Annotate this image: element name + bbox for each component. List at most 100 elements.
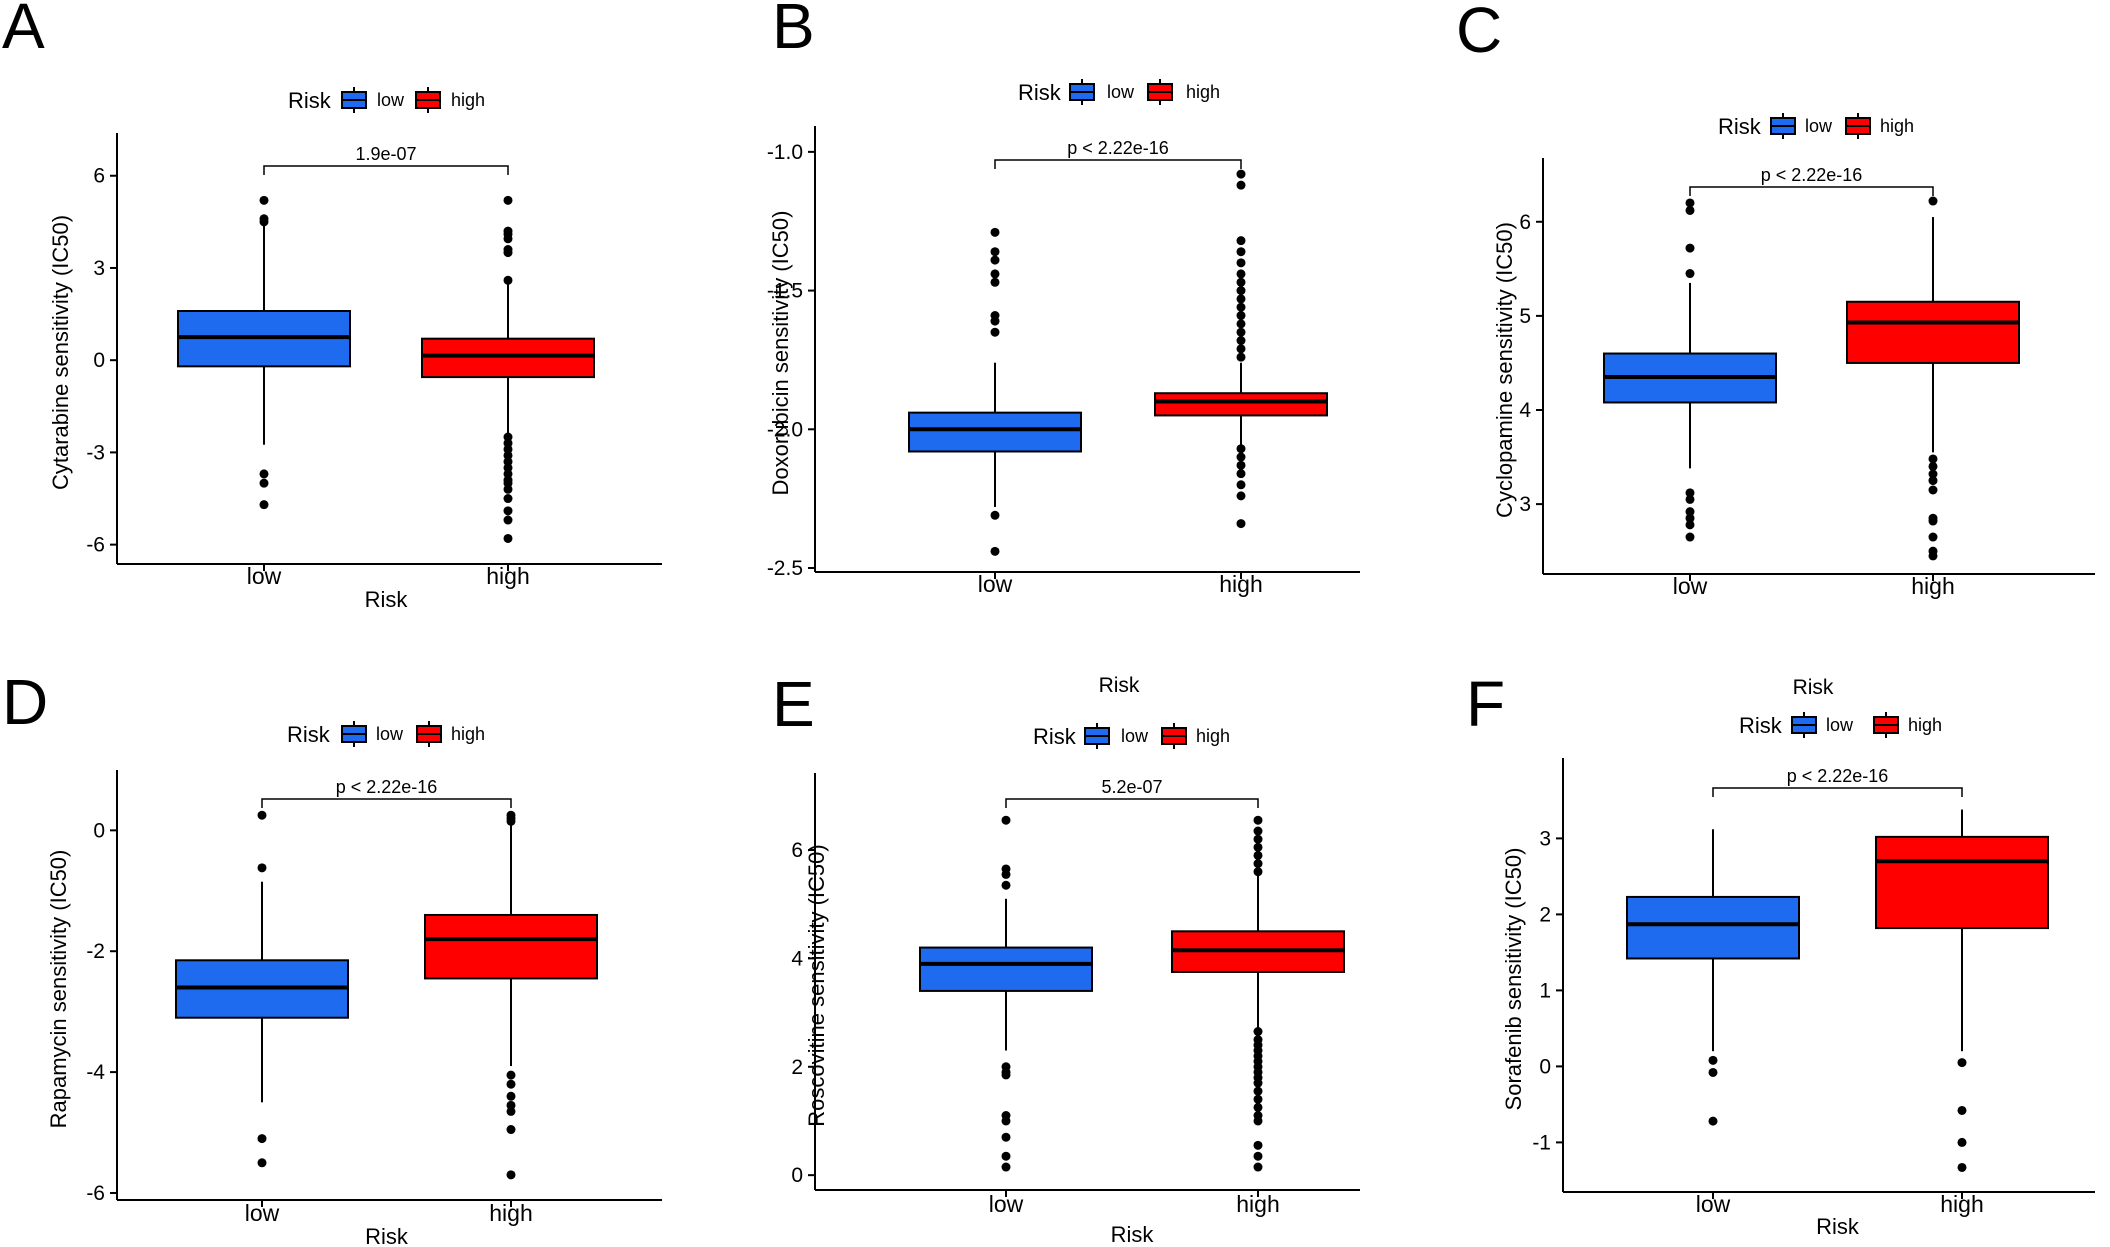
outlier-point bbox=[1928, 461, 1938, 471]
outlier-point bbox=[990, 316, 1000, 326]
outlier-point bbox=[1236, 444, 1246, 454]
legend-title: Risk bbox=[1033, 724, 1077, 749]
outlier-point bbox=[1253, 1151, 1263, 1161]
outlier-point bbox=[1685, 494, 1695, 504]
outlier-point bbox=[257, 1134, 267, 1144]
panel-e: E Risk Risk low high 6 4 2 0 Roscovitine sensitiv… bbox=[772, 668, 1360, 1247]
outlier-point bbox=[1253, 1102, 1263, 1112]
outlier-point bbox=[990, 255, 1000, 265]
y-axis-title: Sorafenib sensitivity (IC50) bbox=[1501, 848, 1526, 1111]
outlier-point bbox=[503, 275, 513, 285]
y-tick-label: 0 bbox=[1539, 1055, 1551, 1078]
box-high bbox=[1875, 809, 2049, 1172]
p-value-label: p < 2.22e-16 bbox=[1761, 165, 1863, 185]
p-value-label: 5.2e-07 bbox=[1101, 777, 1162, 797]
legend-label-high: high bbox=[451, 90, 485, 110]
y-axis-title: Roscovitine sensitivity (IC50) bbox=[804, 844, 829, 1126]
y-tick-label: -1.5 bbox=[767, 280, 803, 303]
panel-letter: E bbox=[772, 668, 815, 740]
outlier-point bbox=[1236, 344, 1246, 354]
significance-bracket bbox=[263, 165, 509, 175]
y-axis-title: Cyclopamine sensitivity (IC50) bbox=[1492, 222, 1517, 518]
outlier-point bbox=[1685, 507, 1695, 517]
outlier-point bbox=[1253, 815, 1263, 825]
y-tick-label: 6 bbox=[1519, 211, 1531, 234]
box-high bbox=[1846, 196, 2020, 561]
outlier-point bbox=[1001, 815, 1011, 825]
outlier-point bbox=[1236, 286, 1246, 296]
y-axis-title: Cytarabine sensitivity (IC50) bbox=[48, 215, 73, 490]
outlier-point bbox=[503, 515, 513, 525]
box-low bbox=[1626, 829, 1800, 1126]
box-high bbox=[424, 810, 598, 1180]
panel-letter: A bbox=[2, 0, 45, 62]
outlier-point bbox=[257, 863, 267, 873]
outlier-point bbox=[1001, 1162, 1011, 1172]
y-tick-label: 2 bbox=[791, 1056, 803, 1079]
outlier-point bbox=[503, 234, 513, 244]
outlier-point bbox=[259, 217, 269, 227]
x-axis-title: Risk bbox=[365, 1224, 409, 1247]
box-iqr bbox=[1626, 895, 1800, 960]
y-tick-label: -6 bbox=[86, 534, 105, 557]
panel-d: D Risk low high 0 -2 -4 -6 Rapamycin sensitivity… bbox=[2, 666, 662, 1247]
legend-label-low: low bbox=[1107, 82, 1135, 102]
outlier-point bbox=[1236, 302, 1246, 312]
legend-title: Risk bbox=[288, 88, 332, 113]
y-tick-label: -6 bbox=[86, 1182, 105, 1205]
outlier-point bbox=[1685, 532, 1695, 542]
p-value-label: p < 2.22e-16 bbox=[1787, 766, 1889, 786]
outlier-point bbox=[259, 478, 269, 488]
outlier-point bbox=[1928, 196, 1938, 206]
outlier-point bbox=[1236, 491, 1246, 501]
p-value-label: 1.9e-07 bbox=[355, 144, 416, 164]
legend-title: Risk bbox=[1718, 114, 1762, 139]
legend: Risk low high bbox=[1018, 79, 1220, 105]
outlier-point bbox=[503, 506, 513, 516]
y-tick-label: 3 bbox=[93, 257, 105, 280]
box-iqr bbox=[421, 337, 595, 379]
y-tick-label: -2.0 bbox=[767, 418, 803, 441]
y-tick-label: 1 bbox=[1539, 979, 1551, 1002]
y-tick-label: -2.5 bbox=[767, 557, 803, 580]
box-low bbox=[919, 815, 1093, 1172]
outlier-point bbox=[257, 1158, 267, 1168]
box-low bbox=[175, 810, 349, 1168]
outlier-point bbox=[1236, 294, 1246, 304]
outlier-point bbox=[1708, 1055, 1718, 1065]
outlier-point bbox=[1236, 258, 1246, 268]
outlier-point bbox=[1957, 1105, 1967, 1115]
outlier-point bbox=[1253, 1078, 1263, 1088]
panel-a: A Risk low high 6 3 0 -3 -6 Cytarabine sensitivit… bbox=[2, 0, 662, 612]
y-tick-label: 2 bbox=[1539, 903, 1551, 926]
box-iqr bbox=[1154, 392, 1328, 417]
legend-title: Risk bbox=[1739, 713, 1783, 738]
box-low bbox=[1603, 198, 1777, 542]
outlier-point bbox=[1685, 269, 1695, 279]
y-tick-label: -2 bbox=[86, 940, 105, 963]
significance-bracket bbox=[261, 798, 512, 808]
box-low bbox=[177, 195, 351, 510]
x-axis-title: Risk bbox=[365, 587, 409, 612]
p-value-label: p < 2.22e-16 bbox=[336, 777, 438, 797]
legend-label-high: high bbox=[1186, 82, 1220, 102]
legend: Risk low high bbox=[1739, 712, 1942, 738]
y-tick-label: -1.0 bbox=[767, 141, 803, 164]
y-tick-label: -4 bbox=[86, 1061, 105, 1084]
box-high bbox=[421, 195, 595, 543]
x-tick-label-low: low bbox=[245, 1200, 280, 1226]
outlier-point bbox=[1685, 205, 1695, 215]
y-tick-label: -1 bbox=[1532, 1131, 1551, 1154]
x-tick-label-low: low bbox=[1673, 573, 1708, 599]
outlier-point bbox=[1685, 520, 1695, 530]
y-tick-label: -3 bbox=[86, 441, 105, 464]
x-tick-label-high: high bbox=[1940, 1191, 1983, 1217]
legend-extra-title: Risk bbox=[1099, 674, 1140, 697]
outlier-point bbox=[1236, 336, 1246, 346]
outlier-point bbox=[503, 432, 513, 442]
outlier-point bbox=[259, 469, 269, 479]
outlier-point bbox=[1253, 850, 1263, 860]
panel-letter: B bbox=[772, 0, 815, 62]
